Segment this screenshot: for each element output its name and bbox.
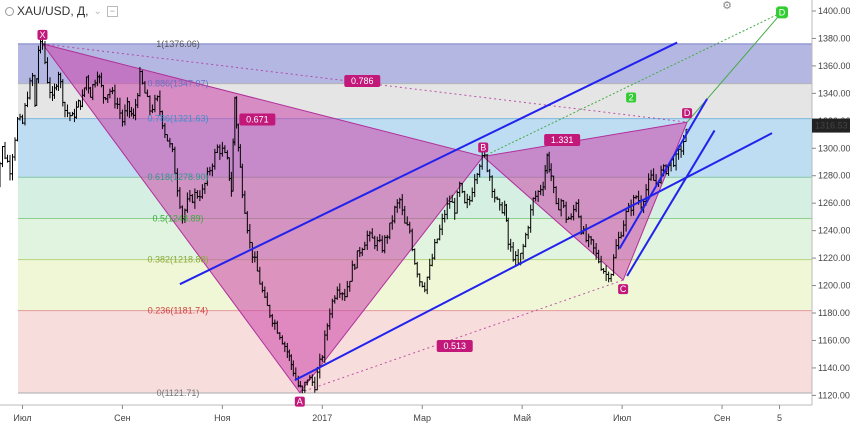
y-tick-label: 1200.00 bbox=[818, 281, 850, 291]
projection-marker bbox=[626, 92, 637, 103]
pattern-point-marker bbox=[682, 108, 693, 119]
y-tick-label: 1280.00 bbox=[818, 171, 850, 181]
ratio-badge bbox=[436, 339, 473, 352]
projection-line bbox=[686, 12, 783, 123]
fib-band bbox=[18, 310, 812, 394]
last-price-tag bbox=[812, 118, 850, 133]
x-tick-label: Июл bbox=[613, 413, 631, 423]
gear-icon[interactable]: ⚙ bbox=[722, 0, 732, 12]
y-tick-label: 1220.00 bbox=[818, 253, 850, 263]
last-price-label: 1316.53 bbox=[815, 121, 848, 131]
y-tick-label: 1120.00 bbox=[818, 390, 850, 400]
fib-level-label: 0.5(1248.89) bbox=[152, 213, 203, 223]
pattern-point-marker bbox=[294, 396, 305, 407]
x-tick-label: 2017 bbox=[312, 413, 332, 423]
collapse-icon[interactable]: − bbox=[106, 5, 118, 17]
y-tick-label: 1140.00 bbox=[818, 363, 850, 373]
x-tick-label: Мар bbox=[413, 413, 431, 423]
x-tick-label: 5 bbox=[777, 413, 782, 423]
chevron-down-icon[interactable]: ⌄ bbox=[93, 5, 102, 17]
trend-line bbox=[618, 98, 708, 249]
fib-level-label: 0.786(1321.63) bbox=[147, 114, 208, 124]
fib-band bbox=[18, 259, 812, 311]
y-tick-label: 1240.00 bbox=[818, 226, 850, 236]
pattern-point-label: X bbox=[39, 30, 45, 40]
ratio-badge bbox=[544, 134, 581, 147]
y-tick-label: 1360.00 bbox=[818, 61, 850, 71]
symbol-label[interactable]: XAU/USD, Д, bbox=[17, 4, 89, 18]
trend-line bbox=[626, 129, 716, 277]
fib-level-label: 0(1121.71) bbox=[157, 388, 200, 398]
fib-level-label: 0.886(1347.07) bbox=[147, 79, 208, 89]
pattern-point-label: D bbox=[684, 108, 691, 118]
ratio-badge bbox=[239, 113, 276, 126]
pattern-point-marker bbox=[618, 284, 629, 295]
pattern-point-label: C bbox=[620, 284, 627, 294]
x-tick-label: Сен bbox=[714, 413, 731, 423]
pattern-dotted-line bbox=[42, 43, 688, 123]
x-tick-label: Июл bbox=[13, 413, 31, 423]
y-tick-label: 1180.00 bbox=[818, 308, 850, 318]
y-tick-label: 1260.00 bbox=[818, 198, 850, 208]
pattern-point-label: A bbox=[297, 397, 303, 407]
pattern-triangle bbox=[41, 43, 485, 394]
projection-line bbox=[482, 11, 783, 157]
trend-line bbox=[294, 132, 773, 382]
target-point-label: D bbox=[779, 7, 786, 17]
symbol-header: XAU/USD, Д, ⌄ − bbox=[2, 3, 121, 19]
pattern-point-marker bbox=[37, 29, 48, 40]
y-tick-label: 1380.00 bbox=[818, 33, 850, 43]
ratio-label: 0.786 bbox=[351, 76, 374, 86]
y-tick-label: 1160.00 bbox=[818, 335, 850, 345]
ratio-label: 0.671 bbox=[246, 114, 269, 124]
x-tick-label: Май bbox=[513, 413, 531, 423]
status-circle-icon bbox=[5, 6, 14, 16]
trend-line bbox=[179, 41, 678, 286]
y-tick-label: 1300.00 bbox=[818, 143, 850, 153]
fib-level-label: 0.618(1278.90) bbox=[147, 172, 208, 182]
pattern-point-marker bbox=[478, 142, 489, 153]
ratio-label: 0.513 bbox=[443, 341, 466, 351]
ratio-label: 1.331 bbox=[551, 135, 574, 145]
pattern-triangle bbox=[482, 121, 688, 281]
x-tick-label: Сен bbox=[114, 413, 131, 423]
fib-level-label: 1(1376.06) bbox=[156, 39, 200, 49]
fib-level-label: 0.382(1218.88) bbox=[147, 255, 208, 265]
y-tick-label: 1400.00 bbox=[818, 6, 850, 16]
fib-level-label: 0.236(1181.74) bbox=[148, 306, 208, 316]
ratio-badge bbox=[344, 75, 381, 87]
pattern-point-label: B bbox=[480, 143, 486, 153]
y-tick-label: 1340.00 bbox=[818, 88, 850, 98]
projection-marker-label: 2 bbox=[629, 92, 634, 102]
pattern-dotted-line bbox=[299, 279, 624, 394]
target-point-marker bbox=[776, 6, 789, 19]
x-tick-label: Ноя bbox=[214, 413, 231, 423]
